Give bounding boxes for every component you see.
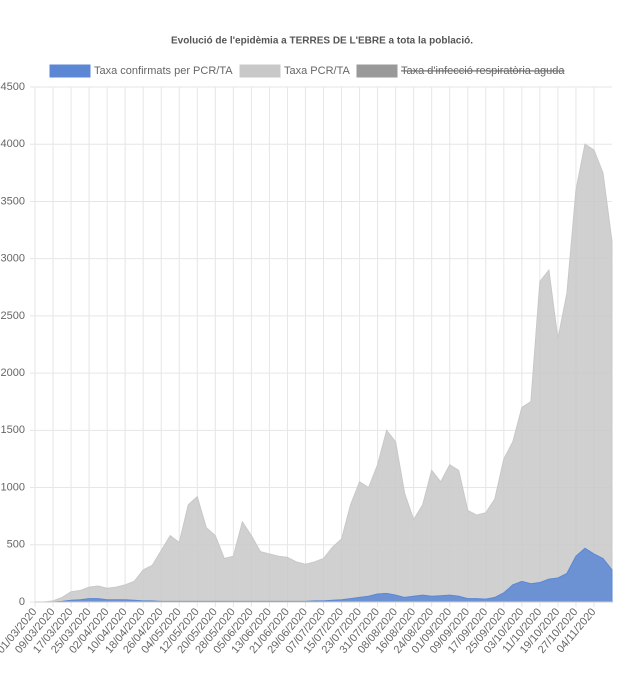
- y-tick-label: 500: [7, 539, 25, 551]
- y-tick-label: 3000: [1, 253, 25, 265]
- legend-label: Taxa PCR/TA: [284, 65, 350, 77]
- legend-item: Taxa d'infecció respiratòria aguda: [356, 64, 565, 78]
- legend-label: Taxa confirmats per PCR/TA: [94, 65, 233, 77]
- area: [35, 547, 613, 603]
- y-tick-label: 1500: [1, 424, 25, 436]
- y-tick-label: 4500: [1, 81, 25, 93]
- legend-item: Taxa PCR/TA: [239, 64, 350, 78]
- y-tick-label: 2000: [1, 367, 25, 379]
- chart-title: Evolució de l'epidèmia a TERRES DE L'EBR…: [171, 36, 473, 47]
- legend-label: Taxa d'infecció respiratòria aguda: [401, 65, 565, 77]
- legend-swatch: [49, 64, 91, 78]
- y-tick-label: 1000: [1, 481, 25, 493]
- legend-swatch: [239, 64, 281, 78]
- legend-swatch: [356, 64, 398, 78]
- y-tick-label: 4000: [1, 138, 25, 150]
- legend-item: Taxa confirmats per PCR/TA: [49, 64, 233, 78]
- y-tick-label: 2500: [1, 310, 25, 322]
- y-tick-label: 0: [19, 596, 25, 608]
- y-tick-label: 3500: [1, 195, 25, 207]
- area: [35, 143, 613, 603]
